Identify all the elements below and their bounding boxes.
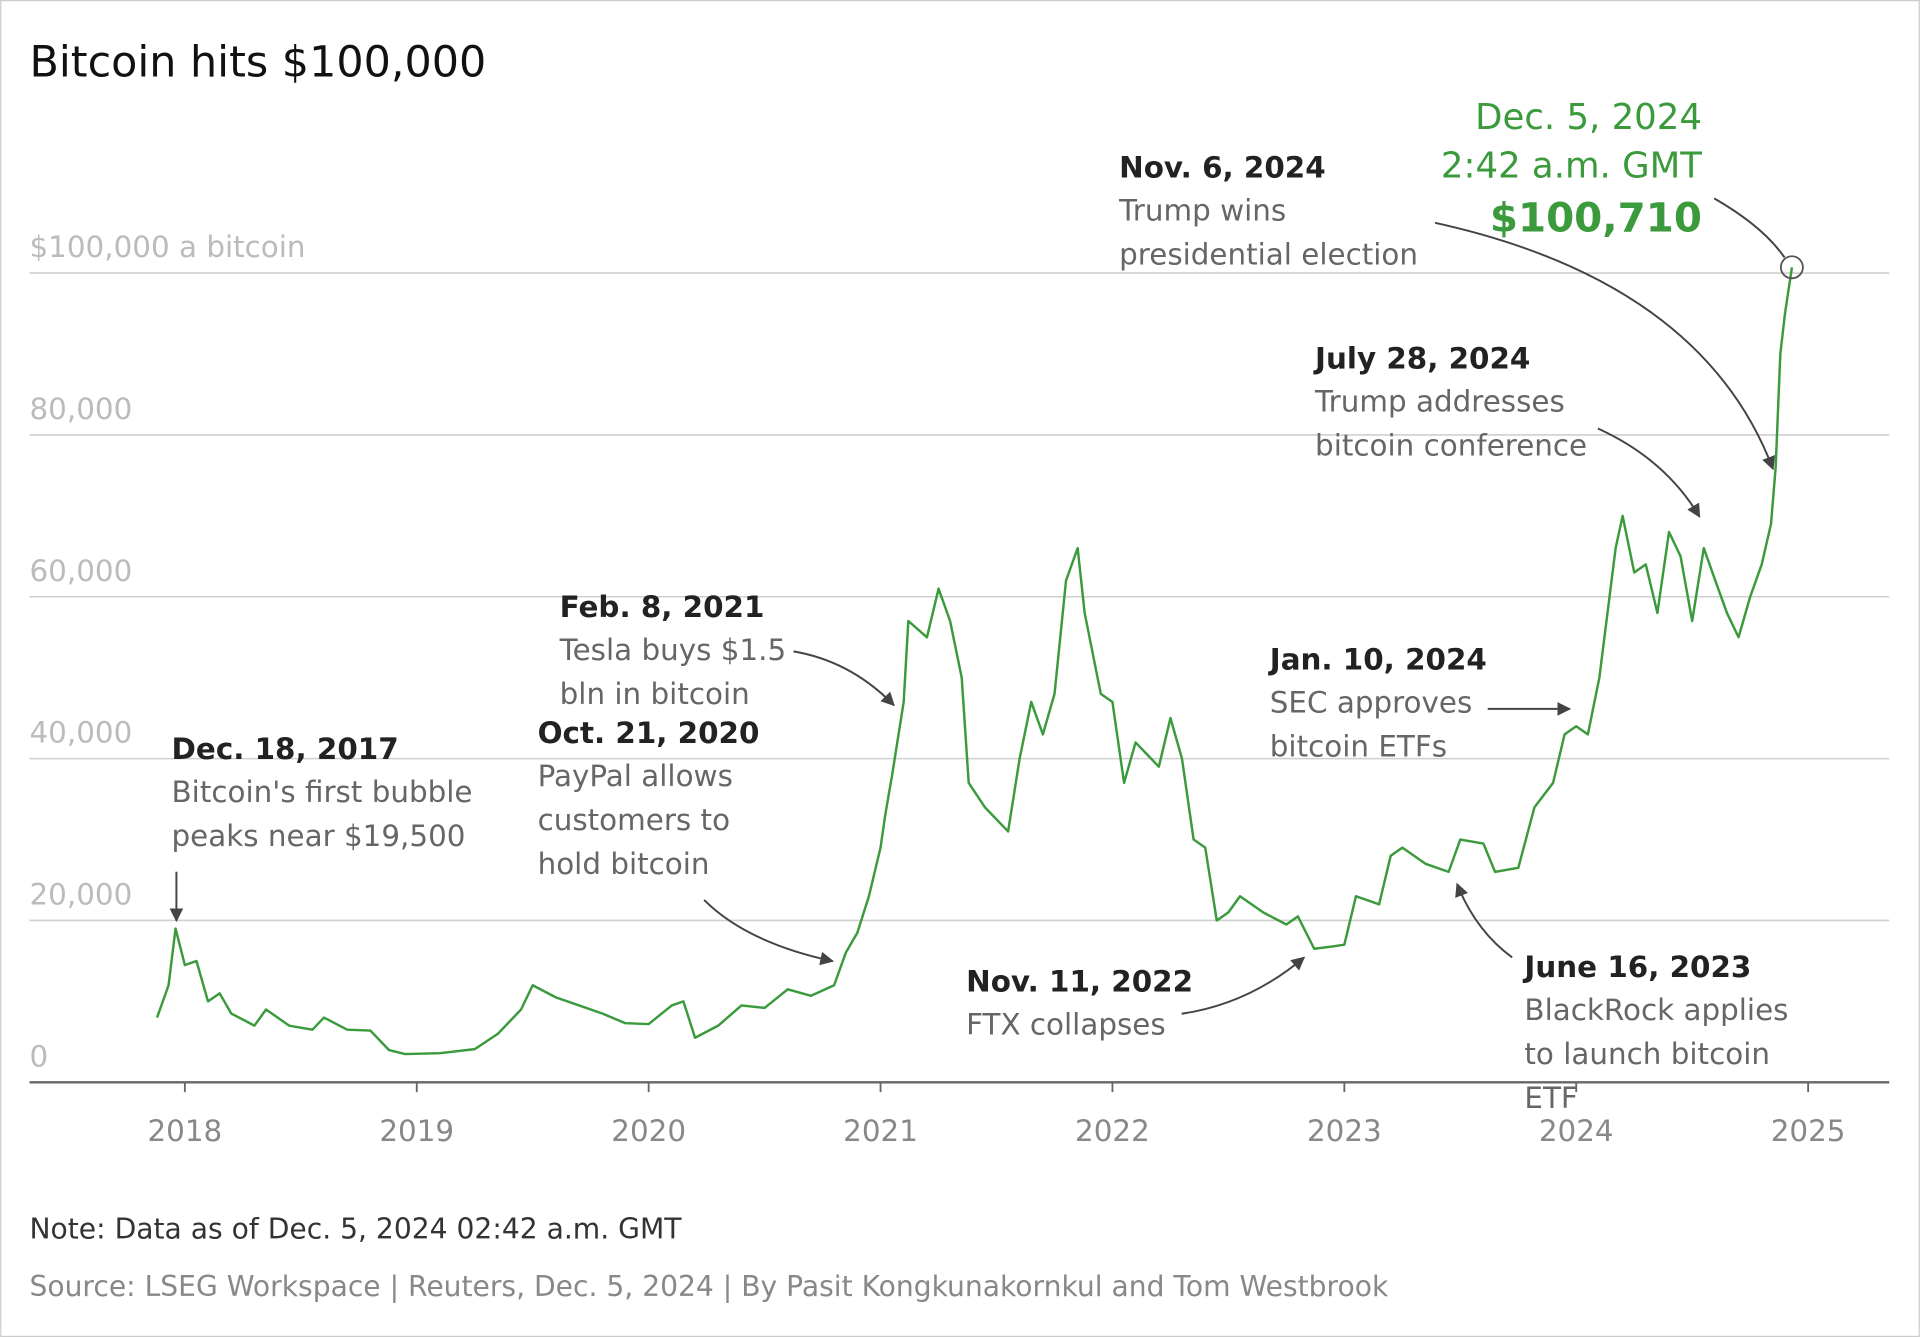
chart-title: Bitcoin hits $100,000 — [29, 37, 486, 87]
highlight-value: $100,710 — [1490, 193, 1702, 241]
annotation-arrow — [703, 899, 835, 966]
x-tick-label: 2022 — [1075, 1114, 1150, 1148]
annotation-date: Oct. 21, 2020 — [538, 716, 760, 750]
x-tick-label: 2023 — [1307, 1114, 1382, 1148]
annotation-date: Dec. 18, 2017 — [172, 732, 399, 766]
x-tick-label: 2025 — [1771, 1114, 1846, 1148]
annotation-text: to launch bitcoin — [1524, 1037, 1770, 1071]
annotation-text: Tesla buys $1.5 — [559, 633, 787, 667]
y-tick-label: $100,000 a bitcoin — [29, 230, 305, 264]
annotation-arrow — [1434, 221, 1776, 471]
annotation-date: Feb. 8, 2021 — [560, 590, 765, 624]
annotation-text: peaks near $19,500 — [172, 819, 466, 853]
annotation-text: Trump addresses — [1314, 384, 1565, 418]
x-tick-label: 2021 — [843, 1114, 918, 1148]
highlight-arrow — [1713, 197, 1786, 259]
highlight-date: Dec. 5, 2024 — [1475, 97, 1702, 138]
annotation-text: bln in bitcoin — [560, 677, 750, 711]
x-tick-label: 2020 — [611, 1114, 686, 1148]
annotation-text: ETF — [1524, 1081, 1577, 1115]
x-tick-label: 2018 — [147, 1114, 222, 1148]
annotation-text: BlackRock applies — [1524, 993, 1788, 1027]
annotation-date: June 16, 2023 — [1522, 950, 1751, 984]
annotation-date: Nov. 11, 2022 — [966, 965, 1193, 999]
annotation-arrow — [1181, 956, 1306, 1015]
annotation-text: hold bitcoin — [538, 847, 710, 881]
x-tick-label: 2019 — [379, 1114, 454, 1148]
x-tick-label: 2024 — [1539, 1114, 1614, 1148]
price-line — [155, 267, 1794, 1056]
annotation-date: Jan. 10, 2024 — [1268, 643, 1487, 677]
annotation-text: PayPal allows — [538, 759, 733, 793]
annotation-text: bitcoin ETFs — [1270, 730, 1447, 764]
annotation-text: customers to — [538, 803, 730, 837]
annotation-arrow — [1455, 882, 1513, 959]
y-tick-label: 40,000 — [29, 716, 132, 750]
annotation-text: presidential election — [1119, 237, 1418, 271]
annotation-text: Bitcoin's first bubble — [172, 775, 473, 809]
annotation-text: FTX collapses — [966, 1008, 1166, 1042]
annotation-arrow — [793, 650, 895, 707]
annotation-text: SEC approves — [1270, 686, 1473, 720]
annotation-date: Nov. 6, 2024 — [1119, 150, 1326, 184]
annotation-arrow — [1597, 427, 1701, 518]
annotation-text: bitcoin conference — [1315, 428, 1587, 462]
y-tick-label: 0 — [29, 1039, 48, 1073]
highlight-marker — [1779, 255, 1804, 280]
source: Source: LSEG Workspace | Reuters, Dec. 5… — [29, 1270, 1388, 1303]
annotation-date: July 28, 2024 — [1313, 341, 1530, 375]
note: Note: Data as of Dec. 5, 2024 02:42 a.m.… — [29, 1212, 682, 1245]
y-tick-label: 60,000 — [29, 554, 132, 588]
y-tick-label: 80,000 — [29, 392, 132, 426]
annotation-text: Trump wins — [1118, 193, 1286, 227]
y-tick-label: 20,000 — [29, 877, 132, 911]
highlight-time: 2:42 a.m. GMT — [1441, 146, 1702, 187]
